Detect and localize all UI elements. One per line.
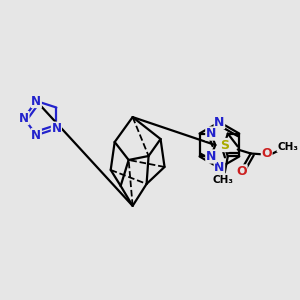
Text: N: N bbox=[51, 122, 62, 135]
Text: S: S bbox=[220, 139, 229, 152]
Text: N: N bbox=[19, 112, 29, 124]
Text: N: N bbox=[214, 116, 225, 129]
Text: O: O bbox=[261, 147, 272, 160]
Text: N: N bbox=[206, 127, 216, 140]
Text: N: N bbox=[214, 161, 225, 175]
Text: N: N bbox=[31, 129, 41, 142]
Text: CH₃: CH₃ bbox=[212, 176, 233, 185]
Text: O: O bbox=[236, 165, 247, 178]
Text: N: N bbox=[31, 94, 41, 107]
Text: N: N bbox=[206, 150, 216, 163]
Text: CH₃: CH₃ bbox=[277, 142, 298, 152]
